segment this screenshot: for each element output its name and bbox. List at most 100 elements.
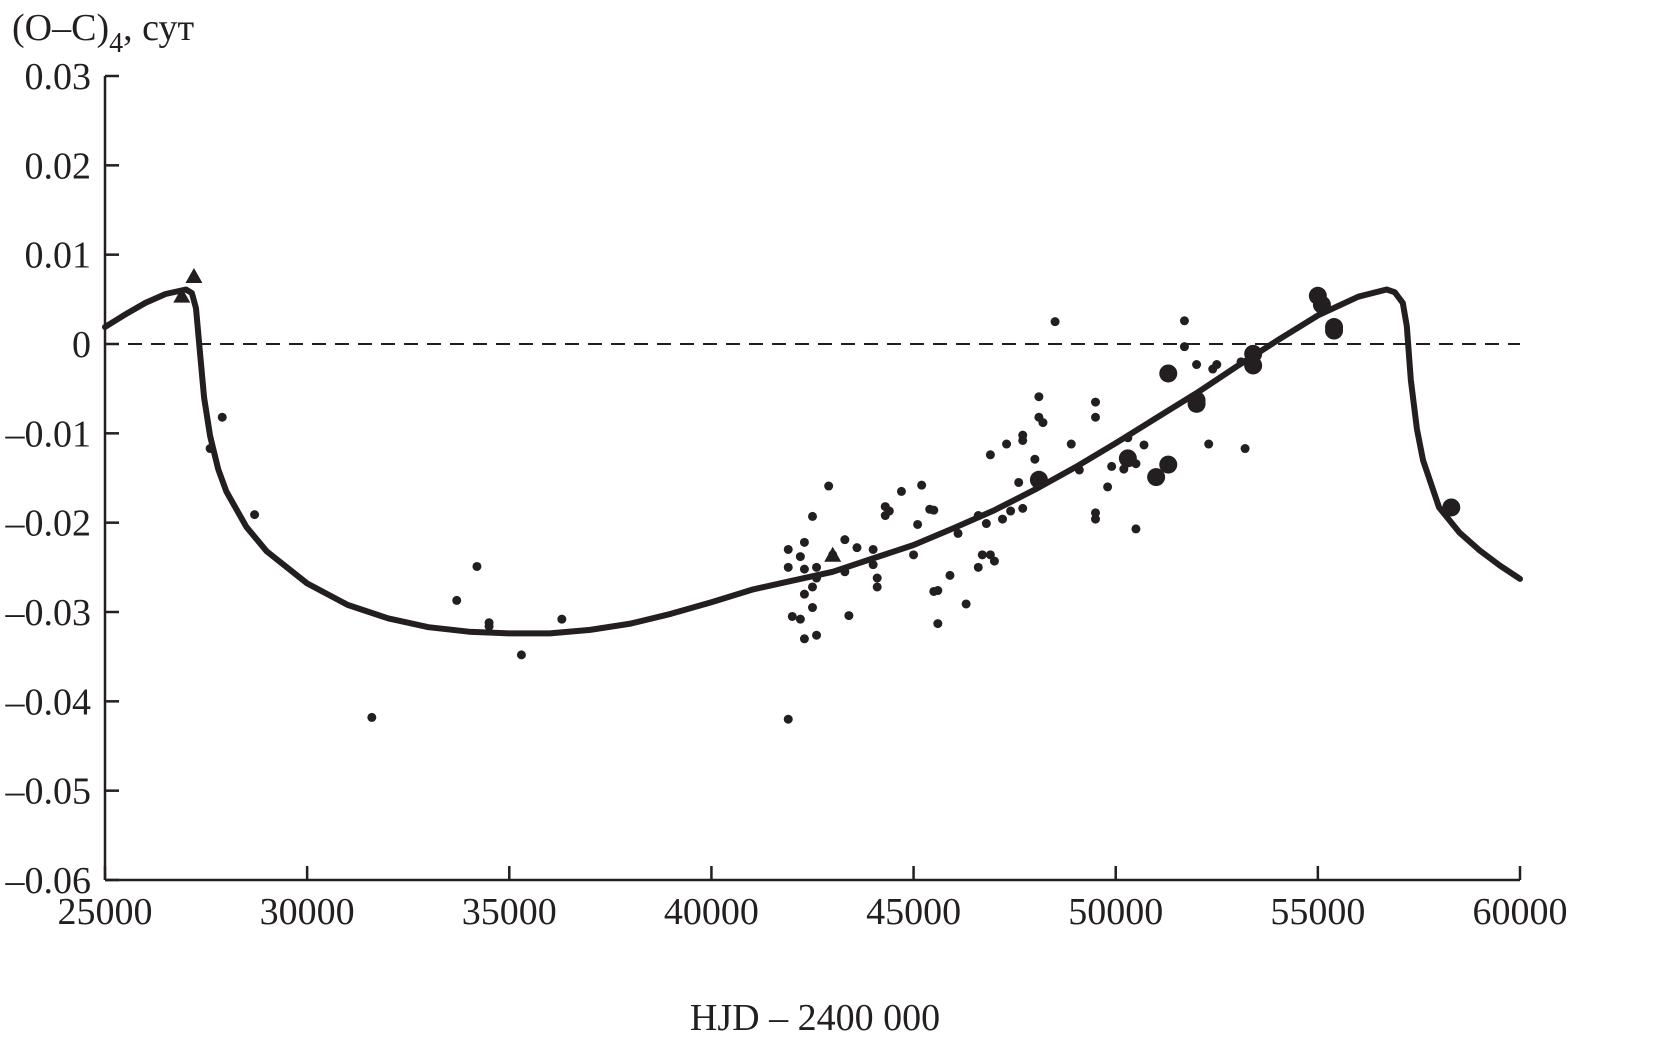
data-point-small xyxy=(868,560,878,570)
data-point-small xyxy=(1018,435,1028,445)
data-point-small xyxy=(844,611,854,621)
data-point-large xyxy=(1029,470,1048,489)
data-point-large xyxy=(1244,356,1263,375)
data-point-small xyxy=(933,619,943,629)
data-point-small xyxy=(1131,524,1141,534)
plot-area xyxy=(102,268,1523,724)
data-point-small xyxy=(852,543,862,553)
data-point-small xyxy=(913,519,923,529)
data-point-small xyxy=(367,712,377,722)
data-point-small xyxy=(1091,508,1100,518)
y-tick-label: 0.01 xyxy=(25,235,92,277)
x-tick-label: 55000 xyxy=(1270,891,1365,933)
data-point-small xyxy=(787,611,797,621)
data-point-large xyxy=(1442,498,1461,517)
data-point-small xyxy=(472,561,482,571)
x-tick-label: 40000 xyxy=(664,891,759,933)
data-point-small xyxy=(989,556,999,566)
data-point-small xyxy=(1050,317,1060,327)
data-point-large xyxy=(1312,295,1331,314)
data-point-small xyxy=(1038,418,1048,428)
data-point-small xyxy=(1030,454,1040,464)
data-point-small xyxy=(1212,360,1222,370)
fit-curve xyxy=(102,286,1523,637)
x-tick-label: 50000 xyxy=(1068,891,1163,933)
data-point-small xyxy=(917,480,927,490)
data-point-small xyxy=(1179,316,1189,326)
y-tick-label: –0.04 xyxy=(5,681,92,723)
data-point-triangle xyxy=(185,268,203,283)
data-point-small xyxy=(812,573,822,583)
data-point-small xyxy=(1091,514,1100,524)
data-point-small xyxy=(933,586,943,596)
data-point-small xyxy=(1179,342,1189,352)
data-point-small xyxy=(868,544,878,554)
y-tick-label: 0 xyxy=(72,324,91,366)
data-point-small xyxy=(795,614,805,624)
data-point-small xyxy=(1192,360,1202,370)
data-point-small xyxy=(783,562,793,572)
data-point-small xyxy=(808,582,817,592)
data-point-small xyxy=(808,603,817,613)
data-point-small xyxy=(1103,482,1113,492)
data-point-small xyxy=(998,514,1008,524)
data-point-small xyxy=(824,481,834,491)
data-point-small xyxy=(953,528,963,538)
data-point-small xyxy=(516,650,526,660)
data-point-small xyxy=(977,550,987,560)
x-tick-label: 35000 xyxy=(462,891,557,933)
data-point-large xyxy=(1325,321,1344,340)
data-point-small xyxy=(812,562,822,572)
data-point-small xyxy=(840,567,850,577)
data-point-small xyxy=(799,564,809,574)
data-point-small xyxy=(872,573,882,583)
data-point-small xyxy=(1018,503,1028,513)
data-point-small xyxy=(884,506,894,516)
data-point-small xyxy=(799,589,809,599)
data-point-large xyxy=(1159,364,1178,383)
y-axis-label-subscript: 4 xyxy=(109,28,123,59)
data-point-small xyxy=(205,444,215,454)
data-point-small xyxy=(1204,439,1214,449)
data-point-small xyxy=(783,714,793,724)
data-point-small xyxy=(1123,433,1133,443)
y-tick-label: –0.02 xyxy=(5,503,92,545)
y-tick-label: –0.06 xyxy=(5,860,92,902)
y-tick-label: –0.01 xyxy=(5,413,92,455)
data-point-small xyxy=(1014,477,1024,487)
data-point-small xyxy=(250,510,260,520)
data-point-small xyxy=(1240,444,1250,454)
data-point-small xyxy=(783,544,793,554)
data-point-large xyxy=(1187,394,1206,413)
y-tick-label: 0.02 xyxy=(25,145,92,187)
y-axis-label-suffix: , сут xyxy=(123,7,194,49)
data-point-small xyxy=(484,621,494,631)
data-point-small xyxy=(557,614,567,624)
y-tick-label: –0.05 xyxy=(5,771,92,813)
data-point-small xyxy=(973,562,983,572)
data-point-small xyxy=(812,630,822,640)
y-tick-label: 0.03 xyxy=(25,56,92,98)
data-point-small xyxy=(452,595,462,605)
x-axis-label: HJD – 2400 000 xyxy=(690,997,940,1039)
data-point-small xyxy=(795,552,805,562)
data-point-small xyxy=(1006,506,1016,516)
axes: 0.03 0.02 0.01 0 –0.01 –0.02 –0.03 –0.04 –0.05 –0… xyxy=(5,56,1568,933)
data-point-small xyxy=(1139,440,1149,450)
data-point-triangle xyxy=(824,546,842,562)
data-point-small xyxy=(1074,465,1084,475)
data-point-small xyxy=(1091,412,1100,422)
data-point-small xyxy=(1107,461,1117,471)
data-point-small xyxy=(985,450,995,460)
data-point-small xyxy=(1034,392,1044,402)
data-point-small xyxy=(1002,439,1012,449)
data-point-small xyxy=(961,599,971,609)
x-tick-label: 60000 xyxy=(1473,891,1568,933)
data-point-large xyxy=(1159,455,1178,474)
data-point-triangle xyxy=(173,287,191,303)
data-point-small xyxy=(973,511,983,521)
data-point-small xyxy=(1091,397,1100,407)
x-tick-label: 45000 xyxy=(866,891,961,933)
data-point-small xyxy=(896,486,906,496)
